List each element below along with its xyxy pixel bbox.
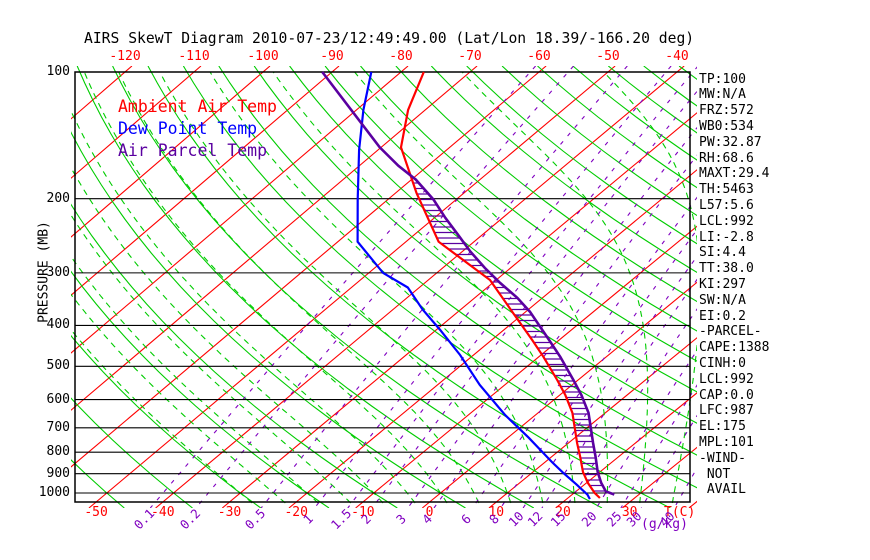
stat-line: NOT — [699, 466, 731, 482]
legend-item-2: Air Parcel Temp — [118, 141, 268, 160]
stat-line: CINH:0 — [699, 355, 746, 371]
moist-adiabats-layer — [71, 71, 697, 504]
stat-line: SI:4.4 — [699, 245, 746, 261]
top-temp-tick-label: -100 — [247, 49, 279, 64]
stat-line: TP:100 — [699, 71, 746, 87]
stat-line: -WIND- — [699, 450, 746, 466]
top-temp-tick-label: -50 — [596, 49, 620, 64]
top-temp-tick-label: -70 — [458, 49, 482, 64]
bottom-temp-tick-label: 30 — [621, 505, 638, 520]
parcel-temp-curve — [321, 71, 615, 496]
top-temp-tick-label: -60 — [527, 49, 551, 64]
stat-line: MW:N/A — [699, 87, 746, 103]
plot-frame — [74, 71, 691, 503]
pressure-tick-label: 200 — [46, 190, 70, 206]
bottom-temp-tick-label: 0 — [425, 505, 434, 520]
stat-line: CAP:0.0 — [699, 387, 754, 403]
ambient-temp-curve — [399, 71, 601, 499]
temp-unit-label: T(C) — [664, 505, 696, 520]
stat-line: LCL:992 — [699, 371, 754, 387]
stat-line: -PARCEL- — [699, 324, 762, 340]
bottom-temp-tick-label: -40 — [151, 505, 175, 520]
pressure-tick-label: 700 — [46, 419, 70, 435]
stat-line: PW:32.87 — [699, 134, 762, 150]
legend-item-0: Ambient Air Temp — [118, 97, 277, 116]
pressure-tick-label: 600 — [46, 391, 70, 407]
stat-line: LFC:987 — [699, 403, 754, 419]
stat-line: RH:68.6 — [699, 150, 754, 166]
pressure-tick-label: 400 — [46, 317, 70, 333]
mixing-ratio-layer — [149, 66, 697, 508]
stat-line: KI:297 — [699, 276, 746, 292]
stat-line: LCL:992 — [699, 213, 754, 229]
sounding-curves-layer — [321, 71, 615, 500]
dewpoint-curve — [356, 71, 591, 500]
pressure-tick-label: 900 — [46, 465, 70, 481]
pressure-tick-label: 100 — [46, 64, 70, 79]
top-temp-tick-label: -80 — [389, 49, 413, 64]
stat-line: MAXT:29.4 — [699, 166, 770, 182]
stat-line: L57:5.6 — [699, 197, 754, 213]
dry-adiabats-layer — [71, 66, 697, 508]
chart-title: AIRS SkewT Diagram 2010-07-23/12:49:49.0… — [84, 30, 695, 47]
stat-line: MPL:101 — [699, 434, 754, 450]
bottom-temp-tick-label: -10 — [351, 505, 375, 520]
stat-line: WB0:534 — [699, 118, 754, 134]
bottom-temp-tick-label: 20 — [555, 505, 571, 520]
pressure-tick-label: 500 — [46, 358, 70, 374]
top-temp-tick-label: -110 — [178, 49, 210, 64]
pressure-tick-label: 1000 — [38, 485, 70, 500]
cape-hatch-layer — [413, 182, 606, 492]
bottom-temp-tick-label: 10 — [488, 505, 505, 520]
stat-line: AVAIL — [699, 482, 746, 498]
stat-line: EL:175 — [699, 419, 746, 435]
stat-line: LI:-2.8 — [699, 229, 754, 245]
stat-line: EI:0.2 — [699, 308, 746, 324]
stat-line: CAPE:1388 — [699, 340, 770, 356]
stat-line: TH:5463 — [699, 182, 754, 198]
stat-line: FRZ:572 — [699, 103, 754, 119]
bottom-temp-tick-label: -30 — [217, 505, 242, 520]
pressure-axis-title: PRESSURE (MB) — [36, 221, 52, 323]
bottom-temp-tick-label: -50 — [84, 505, 108, 520]
top-temp-tick-label: -120 — [109, 49, 141, 64]
stat-line: SW:N/A — [699, 292, 746, 308]
legend-item-1: Dew Point Temp — [118, 119, 258, 138]
pressure-tick-label: 800 — [46, 444, 70, 460]
top-temp-tick-label: -90 — [320, 49, 344, 64]
mixing-unit-label: (g/kg) — [641, 517, 688, 532]
bottom-temp-tick-label: -20 — [284, 505, 308, 520]
stat-line: TT:38.0 — [699, 261, 754, 277]
top-temp-tick-label: -40 — [665, 49, 689, 64]
pressure-tick-label: 300 — [46, 264, 70, 280]
